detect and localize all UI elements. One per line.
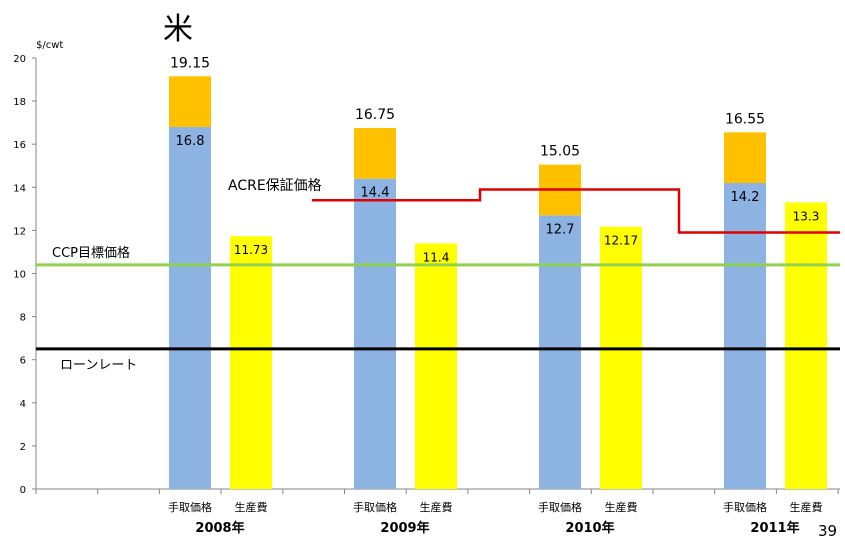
page-number: 39	[818, 522, 838, 540]
bar-received-base	[354, 178, 396, 489]
y-tick-label: 8	[20, 313, 26, 324]
bar-production-cost	[785, 202, 827, 489]
y-tick-label: 18	[13, 97, 26, 108]
data-label-cost: 11.4	[423, 250, 450, 264]
y-tick-label: 12	[13, 226, 26, 237]
x-year-label: 2009年	[380, 520, 429, 536]
bar-production-cost	[415, 243, 457, 489]
x-year-label: 2010年	[565, 520, 614, 536]
x-category-label: 手取価格	[168, 500, 212, 514]
x-category-label: 生産費	[605, 500, 638, 514]
x-category-label: 生産費	[420, 500, 453, 514]
bar-received-top	[354, 128, 396, 179]
y-tick-label: 4	[20, 399, 26, 410]
reference-line-label: CCP目標価格	[52, 245, 130, 261]
x-category-label: 手取価格	[723, 500, 767, 514]
x-year-label: 2011年	[750, 520, 799, 536]
y-tick-label: 2	[20, 442, 26, 453]
bar-received-top	[724, 132, 766, 183]
data-label-cost: 11.73	[234, 243, 268, 257]
acre-line	[312, 188, 840, 234]
reference-line-label: ローンレート	[60, 358, 137, 373]
acre-line-label: ACRE保証価格	[228, 178, 322, 194]
bar-received-top	[169, 76, 211, 127]
data-label-cost: 13.3	[793, 209, 820, 223]
y-tick-label: 20	[13, 54, 26, 65]
data-label-total: 16.55	[725, 111, 765, 127]
bar-production-cost	[230, 236, 272, 489]
bar-production-cost	[600, 226, 642, 489]
x-category-label: 生産費	[235, 500, 268, 514]
y-tick-label: 10	[13, 270, 26, 281]
data-label-cost: 12.17	[604, 234, 638, 248]
bar-received-base	[724, 182, 766, 490]
data-label-total: 16.75	[355, 107, 395, 123]
y-tick-label: 14	[13, 183, 26, 194]
x-year-label: 2008年	[195, 520, 244, 536]
data-label-total: 15.05	[540, 144, 580, 160]
data-label-base: 16.8	[176, 134, 205, 149]
y-tick-label: 16	[13, 140, 26, 151]
y-tick-label: 6	[20, 356, 26, 367]
x-category-label: 手取価格	[353, 500, 397, 514]
data-label-total: 19.15	[170, 55, 210, 71]
bar-received-base	[539, 215, 581, 489]
page-title: 米	[163, 12, 193, 47]
data-label-base: 12.7	[546, 222, 575, 237]
y-axis-label: $/cwt	[36, 40, 63, 51]
data-label-base: 14.4	[361, 186, 390, 201]
x-category-label: 手取価格	[538, 500, 582, 514]
y-tick-label: 0	[20, 485, 26, 496]
x-category-label: 生産費	[790, 500, 823, 514]
data-label-base: 14.2	[731, 190, 760, 205]
bar-received-base	[169, 126, 211, 490]
